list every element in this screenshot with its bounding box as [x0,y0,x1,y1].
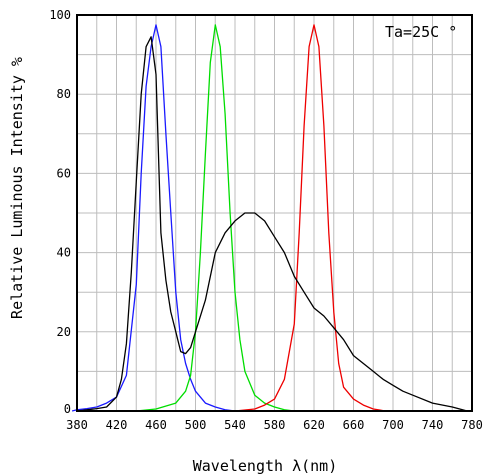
series-line-3 [234,24,394,412]
tick-labels: 380 420 460 500 540 580 620 660 700 740 780 0 20 40 60… [49,8,483,432]
y-tick-label: 0 [64,402,71,416]
y-tick-label: 60 [57,166,71,180]
x-tick-label: 740 [422,418,444,432]
x-tick-label: 780 [461,418,483,432]
grid [77,15,472,411]
x-tick-label: 660 [343,418,365,432]
y-tick-label: 40 [57,246,71,260]
annotation: Ta=25C ° [385,23,457,41]
x-axis-title: Wavelength λ(nm) [193,457,338,475]
series-line-2 [136,24,295,412]
x-tick-label: 700 [382,418,404,432]
y-tick-label: 80 [57,87,71,101]
series-layer [71,24,468,412]
x-tick-label: 420 [106,418,128,432]
series-line-1 [71,24,236,412]
y-tick-label: 20 [57,325,71,339]
x-tick-label: 460 [145,418,167,432]
plot-frame [76,14,473,412]
series-line-4 [76,36,468,412]
y-tick-label: 100 [49,8,71,22]
x-tick-label: 580 [264,418,286,432]
x-tick-label: 380 [66,418,88,432]
x-tick-label: 540 [224,418,246,432]
x-tick-label: 500 [185,418,207,432]
x-tick-label: 620 [303,418,325,432]
y-axis-title: Relative Luminous Intensity % [8,57,26,319]
